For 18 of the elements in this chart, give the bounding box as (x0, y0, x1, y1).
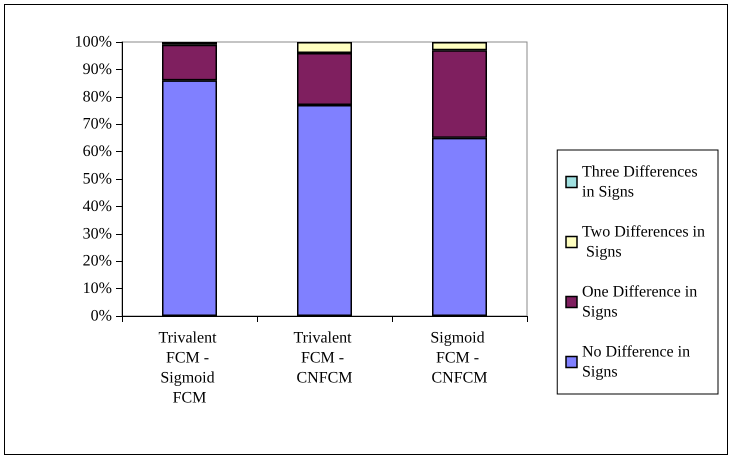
legend-label: Two Differences in Signs (582, 224, 705, 260)
y-tick-label: 50% (82, 170, 112, 188)
x-tick-label: Trivalent FCM - CNFCM (293, 330, 356, 386)
legend-label: No Difference in Signs (582, 344, 694, 380)
y-tick-label: 20% (82, 252, 112, 270)
y-tick-label: 0% (90, 308, 112, 324)
y-tick-label: 100% (74, 34, 112, 50)
x-tick-label: Sigmoid FCM - CNFCM (430, 330, 489, 386)
y-tick-label: 70% (82, 116, 112, 133)
legend-label: Three Differences in Signs (582, 164, 702, 200)
y-tick-label: 40% (82, 198, 112, 215)
y-tick-label: 30% (82, 225, 112, 242)
legend-label: One Difference in Signs (582, 284, 702, 320)
y-tick-label: 60% (82, 143, 112, 160)
x-tick-label: Trivalent FCM - Sigmoid FCM (158, 330, 221, 406)
y-tick-label: 90% (82, 60, 112, 78)
y-tick-label: 80% (82, 88, 112, 106)
y-tick-label: 10% (82, 280, 112, 298)
